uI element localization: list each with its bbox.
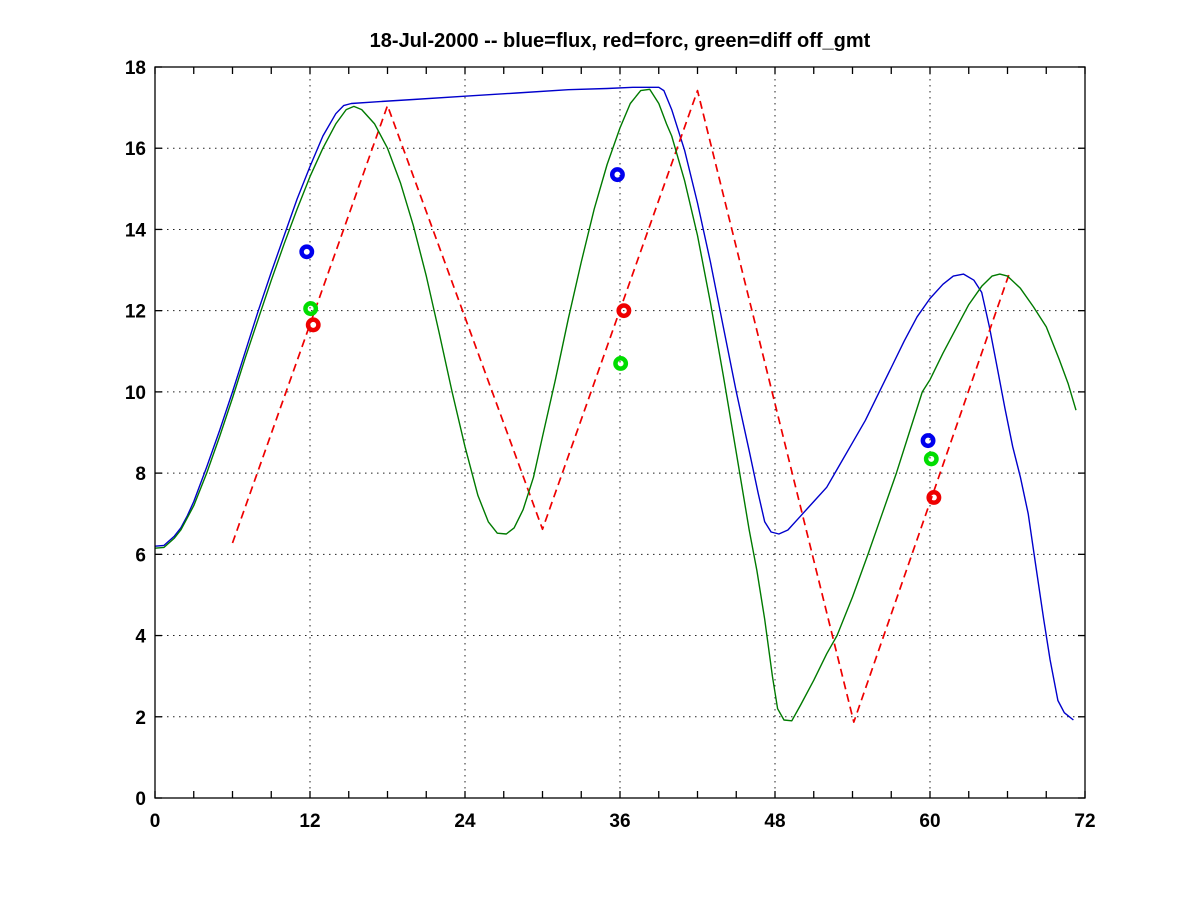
y-tick-label: 18 xyxy=(125,58,146,79)
x-tick-label: 24 xyxy=(454,811,476,832)
diff-obs-marker xyxy=(613,356,629,371)
x-tick-label: 72 xyxy=(1074,811,1095,832)
diff-line xyxy=(154,88,1077,722)
y-tick-label: 8 xyxy=(135,464,146,485)
forc-line xyxy=(231,89,1010,723)
x-tick-label: 36 xyxy=(609,811,630,832)
x-tick-label: 60 xyxy=(919,811,940,832)
y-tick-label: 12 xyxy=(125,302,146,323)
flux-obs-marker xyxy=(609,167,625,183)
y-tick-label: 4 xyxy=(135,627,146,648)
flux-obs-marker xyxy=(920,433,936,449)
forc-obs-marker xyxy=(305,317,321,333)
x-tick-label: 0 xyxy=(150,811,161,832)
x-tick-label: 12 xyxy=(299,811,320,832)
y-tick-label: 2 xyxy=(135,708,146,729)
chart-title: 18-Jul-2000 -- blue=flux, red=forc, gree… xyxy=(369,30,871,52)
y-tick-label: 6 xyxy=(135,545,146,566)
diff-obs-marker xyxy=(923,451,939,467)
forc-obs-marker xyxy=(926,490,942,505)
x-tick-label: 48 xyxy=(764,811,785,832)
y-tick-label: 10 xyxy=(125,383,146,404)
diff-obs-marker xyxy=(303,301,319,317)
y-tick-label: 16 xyxy=(125,139,146,160)
forc-obs-marker xyxy=(616,303,632,319)
y-tick-label: 0 xyxy=(135,789,146,810)
y-tick-label: 14 xyxy=(125,220,147,241)
flux-obs-marker xyxy=(299,244,315,260)
flux-line xyxy=(154,86,1074,721)
